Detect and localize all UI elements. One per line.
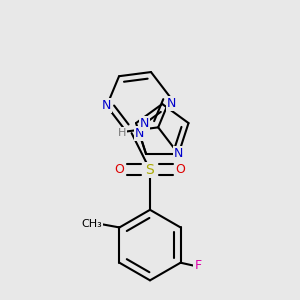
Text: N: N [135, 127, 144, 140]
Text: N: N [174, 147, 183, 161]
Text: H: H [118, 128, 127, 138]
Text: CH₃: CH₃ [82, 219, 103, 230]
Text: N: N [102, 99, 111, 112]
Text: N: N [140, 117, 149, 130]
Text: O: O [176, 164, 186, 176]
Text: S: S [146, 163, 154, 177]
Text: F: F [194, 259, 202, 272]
Text: O: O [114, 164, 124, 176]
Text: N: N [167, 98, 176, 110]
